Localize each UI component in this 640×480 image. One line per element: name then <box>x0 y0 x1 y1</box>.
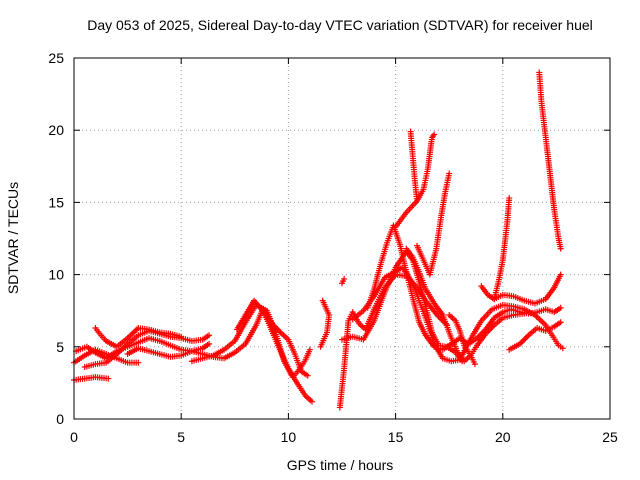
data-point <box>276 327 283 334</box>
y-tick-label: 15 <box>48 194 64 210</box>
data-point <box>178 333 185 340</box>
data-point <box>557 245 564 252</box>
data-point <box>519 338 526 345</box>
trace-5 <box>92 325 185 350</box>
data-point <box>559 345 566 352</box>
data-point <box>206 332 213 339</box>
x-tick-label: 25 <box>602 429 618 445</box>
trace-8 <box>233 297 311 379</box>
trace-23 <box>536 69 564 252</box>
y-axis-label: SDTVAR / TECUs <box>5 182 21 294</box>
data-point <box>521 336 528 343</box>
data-point <box>557 271 564 278</box>
data-point <box>446 170 453 177</box>
data-point <box>308 398 315 405</box>
y-tick-label: 5 <box>56 339 64 355</box>
y-tick-label: 0 <box>56 411 64 427</box>
y-tick-label: 10 <box>48 267 64 283</box>
chart-title: Day 053 of 2025, Sidereal Day-to-day VTE… <box>87 17 593 33</box>
grid-lines <box>74 58 610 419</box>
trace-15 <box>403 245 528 365</box>
data-point <box>431 131 438 138</box>
trace-9 <box>317 297 333 350</box>
data-point <box>506 195 513 202</box>
data-point <box>341 275 348 282</box>
trace-18 <box>414 170 453 278</box>
data-point <box>319 297 326 304</box>
x-tick-label: 15 <box>388 429 404 445</box>
data-point <box>105 375 112 382</box>
x-tick-label: 5 <box>177 429 185 445</box>
y-tick-label: 20 <box>48 122 64 138</box>
data-point <box>471 361 478 368</box>
y-tick-label: 25 <box>48 50 64 66</box>
trace-12 <box>339 248 466 365</box>
data-point <box>135 359 142 366</box>
axis-ticks: 0 5 10 15 20 25 0 5 10 15 20 25 <box>48 50 618 445</box>
plot-frame <box>73 57 611 420</box>
data-point <box>206 340 213 347</box>
trace-19 <box>446 312 478 368</box>
trace-6 <box>124 306 315 405</box>
data-point <box>522 335 529 342</box>
trace-11 <box>339 275 348 287</box>
x-axis-label: GPS time / hours <box>287 457 394 473</box>
trace-22 <box>506 319 564 353</box>
trace-7 <box>188 301 313 381</box>
data-point <box>414 197 421 204</box>
data-point <box>521 310 528 317</box>
data-point <box>306 346 313 353</box>
data-marks <box>71 69 566 411</box>
data-point <box>430 132 437 139</box>
data-point <box>557 319 564 326</box>
trace-17 <box>407 128 421 204</box>
trace-20 <box>478 271 564 307</box>
trace-21 <box>491 195 513 303</box>
data-point <box>557 304 564 311</box>
data-point <box>304 372 311 379</box>
data-point <box>524 333 531 340</box>
x-tick-label: 0 <box>70 429 78 445</box>
trace-1 <box>71 374 112 384</box>
x-tick-label: 20 <box>495 429 511 445</box>
x-tick-label: 10 <box>281 429 297 445</box>
